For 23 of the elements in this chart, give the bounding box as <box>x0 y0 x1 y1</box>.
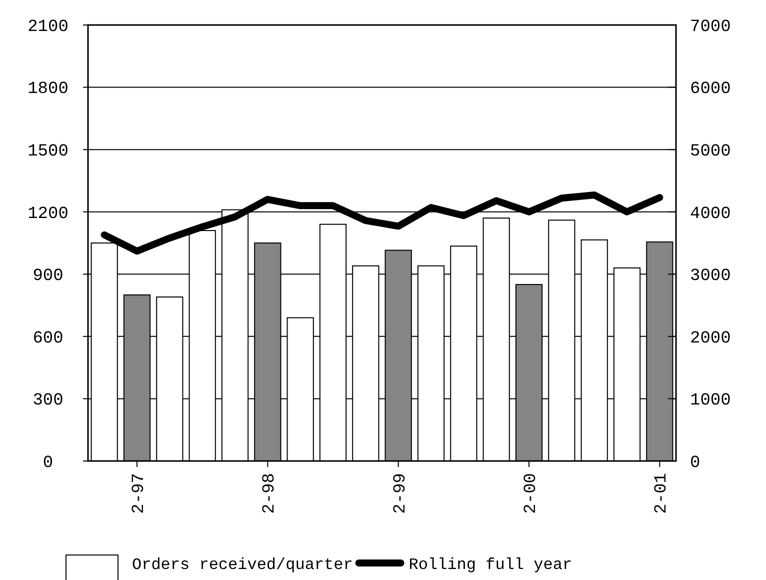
legend-label: Orders received/quarter <box>132 556 353 574</box>
x-tick-label: 2-98 <box>260 473 280 514</box>
y-tick-label: 600 <box>32 329 64 348</box>
y2-tick-label: 4000 <box>690 204 731 224</box>
y-tick-label: 1500 <box>28 142 68 162</box>
y2-tick-label: 0 <box>690 454 700 473</box>
y2-tick-label: 3000 <box>690 267 731 286</box>
y2-tick-label: 6000 <box>690 80 731 100</box>
y2-tick-label: 1000 <box>690 392 731 411</box>
y2-tick-label: 5000 <box>690 142 731 162</box>
y-tick-label: 2100 <box>28 18 68 37</box>
y-tick-label: 1200 <box>28 204 68 224</box>
y-tick-label: 1800 <box>28 80 68 100</box>
y-tick-label: 0 <box>42 454 54 473</box>
x-tick-label: 2-99 <box>391 473 410 514</box>
y2-tick-label: 7000 <box>690 18 731 37</box>
y-tick-label: 900 <box>32 267 64 286</box>
y-tick-label: 300 <box>32 392 64 411</box>
x-tick-label: 2-00 <box>522 473 541 514</box>
legend-label: Rolling full year <box>408 556 572 574</box>
y2-tick-label: 2000 <box>690 329 731 348</box>
x-tick-label: 2-97 <box>130 473 149 514</box>
x-tick-label: 2-01 <box>652 473 672 514</box>
